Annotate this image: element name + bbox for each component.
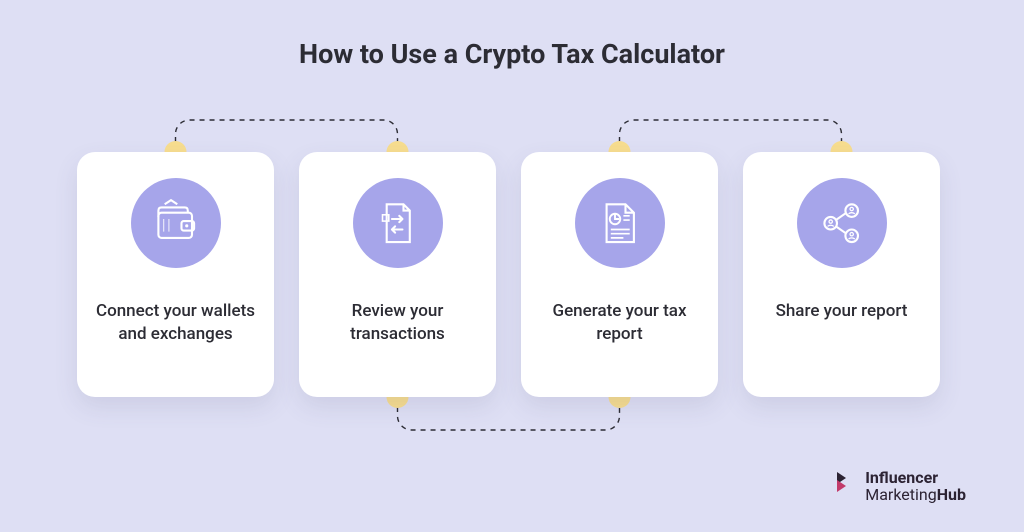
wallet-icon bbox=[131, 178, 221, 268]
transfer-doc-icon bbox=[353, 178, 443, 268]
logo-line2a: Marketing bbox=[865, 485, 936, 504]
page-title: How to Use a Crypto Tax Calculator bbox=[0, 38, 1024, 70]
logo-mark-icon bbox=[835, 470, 857, 492]
logo-line2b: Hub bbox=[937, 485, 966, 504]
report-doc-icon bbox=[575, 178, 665, 268]
step-label: Review your transactions bbox=[313, 300, 482, 346]
step-card-2: Review your transactions bbox=[299, 152, 496, 397]
step-card-4: Share your report bbox=[743, 152, 940, 397]
share-nodes-icon bbox=[797, 178, 887, 268]
step-label: Generate your tax report bbox=[535, 300, 704, 346]
step-card-1: Connect your wallets and exchanges bbox=[77, 152, 274, 397]
brand-logo: Influencer MarketingHub bbox=[835, 470, 966, 504]
logo-text: Influencer MarketingHub bbox=[865, 470, 966, 504]
step-label: Share your report bbox=[776, 300, 908, 323]
step-label: Connect your wallets and exchanges bbox=[91, 300, 260, 346]
step-card-3: Generate your tax report bbox=[521, 152, 718, 397]
infographic-canvas: How to Use a Crypto Tax Calculator Conne… bbox=[0, 0, 1024, 532]
